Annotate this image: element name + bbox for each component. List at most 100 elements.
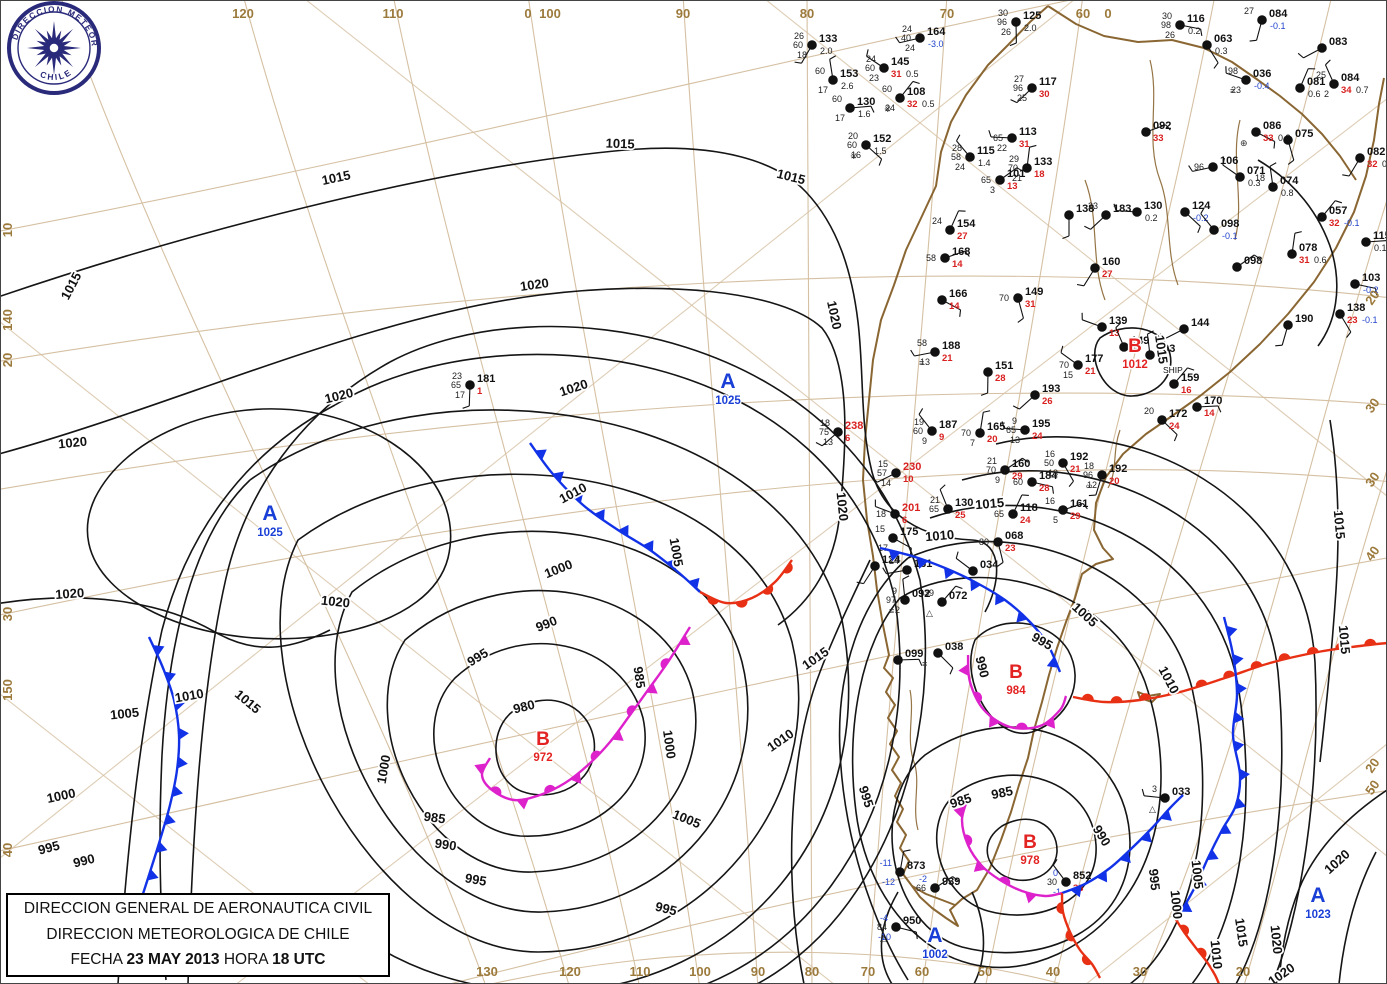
wind-barb [1213, 62, 1219, 69]
isobar-line [1094, 327, 1172, 397]
station-dewpoint: -1 [1053, 887, 1061, 897]
diagonal-grid-line [305, 0, 1387, 857]
station-circle [1329, 79, 1339, 89]
latitude-label-left: 10 [0, 223, 15, 237]
wind-barb [1269, 162, 1277, 167]
station-dewpoint: 22 [997, 143, 1007, 153]
isobar-line [880, 891, 899, 984]
station-circle [1061, 877, 1071, 887]
wind-barb [1062, 235, 1070, 240]
longitude-label-bottom: 50 [978, 964, 992, 979]
station-dewpoint: 23 [1231, 85, 1241, 95]
longitude-label-bottom: 60 [915, 964, 929, 979]
station-pressure: 082 [1367, 146, 1385, 158]
station-temp: 21 [930, 495, 940, 505]
cold-front [139, 636, 189, 901]
station-tendency: -0.1 [1344, 218, 1360, 228]
diagonal-grid-line [0, 321, 835, 984]
station-temp: 21 [987, 456, 997, 466]
cold-front-triangle-icon [173, 699, 185, 711]
latitude-label-left: 20 [0, 353, 15, 367]
wind-barb [903, 849, 911, 852]
isobar-label: 1015 [320, 167, 351, 188]
station-value-left: 70 [961, 428, 971, 438]
station-circle [1317, 212, 1327, 222]
wind-barb [870, 105, 875, 113]
diagonal-grid-line [1085, 743, 1387, 984]
isobar-label: 1015 [975, 495, 1005, 512]
station-pressure: 161 [1070, 498, 1088, 510]
meridian-line [61, 0, 486, 984]
wind-barb [1197, 226, 1201, 234]
station-dewpoint: 21 [1012, 173, 1022, 183]
station-circle [828, 75, 838, 85]
station-value-left: 60 [793, 40, 803, 50]
station-temp: 27 [1244, 6, 1254, 16]
station-pressure: 036 [1253, 68, 1271, 80]
station-id-red: 27 [957, 231, 968, 242]
cold-front-triangle-icon [1226, 625, 1238, 638]
river-path [909, 689, 919, 831]
station-id-red: 31 [891, 69, 902, 80]
warm-front-semicircle-icon [1195, 679, 1208, 688]
isobar-label: 995 [464, 645, 490, 669]
cold-front-triangle-icon [970, 579, 981, 592]
station-id-red: 26 [1042, 396, 1053, 407]
wind-barb [1084, 225, 1091, 230]
isobar-label: 1015 [1336, 625, 1353, 655]
occluded-front [958, 654, 1068, 730]
latitude-label-right: 20 [1362, 287, 1383, 307]
wind-barb [794, 61, 802, 64]
station-pressure: 106 [1220, 155, 1238, 167]
wind-barb [1253, 254, 1261, 260]
station-pressure: 074 [1280, 175, 1299, 187]
latitude-label-left: 40 [0, 843, 15, 857]
station-pressure: 170 [1204, 395, 1222, 407]
wind-barb [902, 575, 910, 580]
wind-barb [1115, 322, 1122, 329]
station-tendency: 0.2 [1188, 26, 1201, 36]
station-pressure: 181 [477, 373, 495, 385]
cold-front-triangle-icon [678, 634, 691, 646]
wind-barb [1010, 99, 1018, 104]
station-circle [993, 537, 1003, 547]
wind-barb [1335, 200, 1343, 204]
station-circle [940, 253, 950, 263]
station-circle [1000, 465, 1010, 475]
latitude-line [447, 790, 1387, 984]
isobar-label: 990 [434, 836, 458, 854]
station-value-left: 96 [1013, 83, 1023, 93]
station-circle [1283, 135, 1293, 145]
isobar-label: 1020 [824, 299, 845, 330]
isobar-line [986, 818, 1058, 882]
station-pressure: 108 [907, 86, 925, 98]
pressure-center-letter: A [1310, 884, 1325, 907]
pressure-center-value: 1012 [1122, 359, 1148, 371]
station-pressure: 092 [1153, 120, 1171, 132]
warm-front-semicircle-icon [1056, 902, 1064, 914]
front-line [139, 636, 181, 901]
isobar-label: 1020 [323, 385, 355, 407]
station-circle [1335, 309, 1345, 319]
wind-barb [1222, 158, 1225, 166]
station-circle [930, 347, 940, 357]
front-line [1174, 616, 1242, 919]
warm-front-semicircle-icon [707, 596, 719, 605]
station-circle [1007, 133, 1017, 143]
station-circle [1141, 127, 1151, 137]
meridian-line [922, 0, 1083, 984]
station-temp: 26 [794, 31, 804, 41]
station-pressure: 033 [1172, 786, 1190, 798]
longitude-label-top: 110 [383, 6, 404, 21]
station-temp: 20 [1144, 406, 1154, 416]
station-pressure: 177 [1085, 353, 1103, 365]
